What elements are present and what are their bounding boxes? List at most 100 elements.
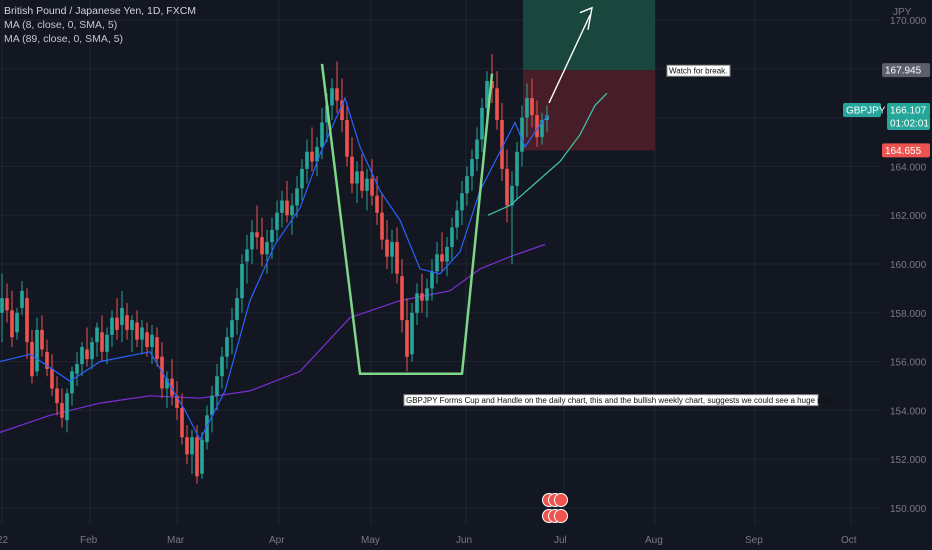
symbol-title[interactable]: British Pound / Japanese Yen, 1D, FXCM bbox=[4, 5, 197, 17]
symbol-price-tag: GBPJPY bbox=[846, 105, 886, 116]
candle-up bbox=[415, 293, 419, 313]
candle-up bbox=[390, 242, 394, 257]
candle-up bbox=[230, 320, 234, 338]
candle-up bbox=[190, 437, 194, 455]
candle-down bbox=[335, 88, 339, 101]
x-tick-label: Jul bbox=[554, 535, 567, 546]
candle-down bbox=[170, 378, 174, 396]
candle-up bbox=[150, 334, 154, 347]
candle-down bbox=[495, 88, 499, 121]
x-tick-label: Oct bbox=[841, 535, 857, 546]
candle-up bbox=[80, 346, 84, 365]
candle-up bbox=[235, 298, 239, 321]
chart-legend: British Pound / Japanese Yen, 1D, FXCM M… bbox=[4, 4, 196, 46]
candle-down bbox=[535, 115, 539, 138]
candle-up bbox=[485, 81, 489, 108]
note-cup-text: GBPJPY Forms Cup and Handle on the daily… bbox=[406, 396, 834, 405]
candle-up bbox=[545, 115, 549, 121]
x-tick-label: May bbox=[361, 535, 380, 546]
candle-up bbox=[205, 415, 209, 443]
candle-up bbox=[300, 168, 304, 189]
candle-up bbox=[165, 378, 169, 389]
ma-slow-legend[interactable]: MA (89, close, 0, SMA, 5) bbox=[4, 33, 124, 45]
candle-down bbox=[370, 178, 374, 196]
candle-down bbox=[40, 329, 44, 350]
x-tick-label: 22 bbox=[0, 535, 9, 546]
candle-up bbox=[70, 371, 74, 394]
price-label-stop-top: 167.945 bbox=[885, 66, 922, 77]
candle-down bbox=[340, 100, 344, 121]
y-tick-label: 154.000 bbox=[890, 406, 927, 417]
candle-down bbox=[155, 337, 159, 360]
candle-down bbox=[505, 168, 509, 206]
candle-up bbox=[110, 317, 114, 335]
candle-up bbox=[200, 439, 204, 474]
event-flag-icon bbox=[554, 493, 568, 507]
candle-down bbox=[30, 342, 34, 377]
candle-up bbox=[455, 210, 459, 228]
candle-down bbox=[405, 320, 409, 357]
candle-down bbox=[380, 212, 384, 240]
candle-up bbox=[65, 393, 69, 421]
x-tick-label: Mar bbox=[167, 535, 185, 546]
last-price-label: 166.107 bbox=[890, 105, 927, 116]
candle-up bbox=[460, 193, 464, 211]
candle-down bbox=[125, 315, 129, 330]
candle-down bbox=[25, 298, 29, 343]
candle-up bbox=[465, 176, 469, 194]
candle-down bbox=[385, 239, 389, 257]
candle-up bbox=[425, 288, 429, 301]
y-tick-label: 170.000 bbox=[890, 16, 927, 27]
candle-up bbox=[330, 88, 334, 106]
candle-up bbox=[95, 327, 99, 343]
candle-up bbox=[220, 356, 224, 377]
y-tick-label: 164.000 bbox=[890, 162, 927, 173]
candle-up bbox=[510, 185, 514, 206]
projection-curve bbox=[487, 92, 608, 216]
candle-down bbox=[60, 403, 64, 418]
candle-up bbox=[280, 200, 284, 213]
last-price-label-bg bbox=[887, 102, 930, 117]
candle-up bbox=[475, 139, 479, 160]
note-watch-text: Watch for break. bbox=[669, 67, 727, 76]
candle-up bbox=[140, 327, 144, 340]
candle-down bbox=[500, 120, 504, 169]
candle-down bbox=[420, 293, 424, 301]
candle-up bbox=[265, 242, 269, 255]
candle-down bbox=[345, 120, 349, 157]
candle-up bbox=[480, 107, 484, 140]
candle-down bbox=[175, 395, 179, 408]
y-tick-label: 162.000 bbox=[890, 211, 927, 222]
candle-down bbox=[255, 232, 259, 238]
note-watch-bg bbox=[666, 64, 731, 77]
candle-down bbox=[5, 298, 9, 311]
ma-fast-legend[interactable]: MA (8, close, 0, SMA, 5) bbox=[4, 19, 118, 31]
candle-down bbox=[195, 437, 199, 477]
candle-down bbox=[350, 156, 354, 184]
candle-up bbox=[120, 307, 124, 325]
candle-up bbox=[445, 246, 449, 262]
candle-up bbox=[270, 229, 274, 243]
price-label-stop-top-bg bbox=[882, 63, 930, 78]
candle-down bbox=[185, 437, 189, 455]
candle-down bbox=[85, 349, 89, 360]
candle-up bbox=[410, 312, 414, 355]
stop-zone bbox=[523, 70, 655, 151]
y-tick-label: 158.000 bbox=[890, 309, 927, 320]
symbol-price-tag-bg bbox=[843, 102, 881, 117]
candle-down bbox=[135, 322, 139, 340]
ma-slow-line bbox=[0, 243, 546, 433]
candle-up bbox=[105, 334, 109, 352]
target-zone bbox=[523, 0, 655, 71]
candle-down bbox=[260, 237, 264, 255]
candle-up bbox=[245, 249, 249, 262]
candle-up bbox=[520, 117, 524, 152]
arrow-head bbox=[579, 6, 593, 30]
candle-down bbox=[360, 171, 364, 191]
candle-down bbox=[440, 254, 444, 262]
candle-up bbox=[130, 320, 134, 330]
event-flag-icon bbox=[554, 509, 568, 523]
candle-up bbox=[515, 151, 519, 186]
